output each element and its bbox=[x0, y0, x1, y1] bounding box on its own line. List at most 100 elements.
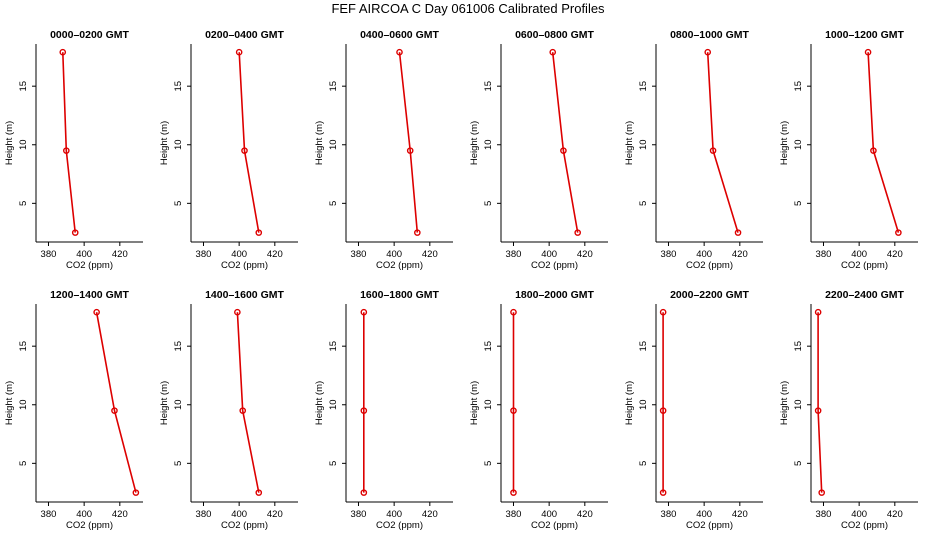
x-tick-label: 420 bbox=[732, 249, 748, 260]
data-point bbox=[360, 407, 368, 414]
data-point bbox=[895, 229, 902, 236]
y-tick-label: 15 bbox=[18, 81, 29, 92]
panel-title: 1600–1800 GMT bbox=[360, 289, 439, 301]
data-point bbox=[255, 229, 263, 236]
x-axis-label: CO2 (ppm) bbox=[531, 260, 578, 271]
series-line bbox=[551, 52, 579, 233]
data-point bbox=[255, 489, 263, 496]
panel-title: 0400–0600 GMT bbox=[360, 29, 439, 41]
y-tick-label: 5 bbox=[483, 461, 494, 466]
panel-9: 1600–1800 GMT 380 400 420 5 10 15 CO2 (ppm) Heig… bbox=[314, 289, 453, 531]
data-point bbox=[574, 229, 581, 236]
panel-title: 1000–1200 GMT bbox=[825, 29, 904, 41]
y-tick-label: 15 bbox=[173, 341, 184, 352]
panel-title: 1200–1400 GMT bbox=[50, 289, 129, 301]
data-point bbox=[864, 48, 872, 56]
x-tick-label: 400 bbox=[851, 509, 867, 520]
y-tick-label: 15 bbox=[638, 341, 649, 352]
series-line bbox=[62, 52, 76, 233]
data-point bbox=[63, 147, 70, 154]
y-tick-label: 5 bbox=[793, 461, 804, 466]
data-point bbox=[510, 308, 517, 316]
y-tick-label: 5 bbox=[328, 201, 339, 206]
y-axis-label: Height (m) bbox=[624, 381, 635, 425]
y-tick-label: 10 bbox=[328, 399, 339, 410]
data-point bbox=[111, 407, 118, 414]
x-tick-label: 420 bbox=[422, 509, 438, 520]
data-point bbox=[93, 308, 100, 316]
x-axis-label: CO2 (ppm) bbox=[686, 260, 733, 271]
y-tick-label: 15 bbox=[328, 341, 339, 352]
y-axis-label: Height (m) bbox=[624, 121, 635, 165]
x-tick-label: 380 bbox=[816, 509, 832, 520]
x-tick-label: 400 bbox=[851, 249, 867, 260]
y-tick-label: 15 bbox=[638, 81, 649, 92]
y-tick-label: 10 bbox=[793, 139, 804, 150]
x-tick-label: 420 bbox=[577, 249, 593, 260]
data-point bbox=[132, 489, 140, 496]
x-tick-label: 420 bbox=[112, 249, 128, 260]
panel-title: 0200–0400 GMT bbox=[205, 29, 284, 41]
data-point bbox=[870, 147, 877, 154]
x-tick-label: 420 bbox=[732, 509, 748, 520]
y-tick-label: 10 bbox=[483, 399, 494, 410]
y-tick-label: 10 bbox=[638, 399, 649, 410]
y-tick-label: 5 bbox=[18, 201, 29, 206]
panel-title: 1400–1600 GMT bbox=[205, 289, 284, 301]
x-axis-label: CO2 (ppm) bbox=[686, 520, 733, 531]
y-tick-label: 15 bbox=[483, 341, 494, 352]
y-axis-label: Height (m) bbox=[4, 381, 15, 425]
series-line bbox=[95, 312, 137, 493]
x-tick-label: 400 bbox=[386, 509, 402, 520]
panel-12: 2200–2400 GMT 380 400 420 5 10 15 CO2 (ppm) Heig… bbox=[779, 289, 918, 531]
x-tick-label: 400 bbox=[76, 509, 92, 520]
series-line bbox=[867, 52, 900, 233]
series-line bbox=[236, 312, 260, 493]
x-axis-label: CO2 (ppm) bbox=[841, 520, 888, 531]
y-axis-label: Height (m) bbox=[779, 381, 790, 425]
x-tick-label: 380 bbox=[41, 249, 57, 260]
x-tick-label: 380 bbox=[196, 509, 212, 520]
y-tick-label: 10 bbox=[483, 139, 494, 150]
data-point bbox=[659, 407, 667, 414]
x-tick-label: 380 bbox=[506, 249, 522, 260]
y-axis-label: Height (m) bbox=[159, 121, 170, 165]
data-point bbox=[659, 489, 667, 496]
panel-7: 1200–1400 GMT 380 400 420 5 10 15 CO2 (ppm) Heig… bbox=[4, 289, 143, 531]
panel-title: 0600–0800 GMT bbox=[515, 29, 594, 41]
y-tick-label: 10 bbox=[18, 399, 29, 410]
figure-title: FEF AIRCOA C Day 061006 Calibrated Profi… bbox=[331, 1, 605, 16]
x-tick-label: 380 bbox=[351, 509, 367, 520]
series-line bbox=[817, 312, 823, 493]
panel-8: 1400–1600 GMT 380 400 420 5 10 15 CO2 (ppm) Heig… bbox=[159, 289, 298, 531]
x-tick-label: 400 bbox=[541, 249, 557, 260]
data-point bbox=[239, 407, 247, 414]
y-tick-label: 10 bbox=[328, 139, 339, 150]
data-point bbox=[549, 48, 557, 56]
x-tick-label: 400 bbox=[76, 249, 92, 260]
panel-6: 1000–1200 GMT 380 400 420 5 10 15 CO2 (ppm) Heig… bbox=[779, 29, 918, 271]
x-tick-label: 420 bbox=[112, 509, 128, 520]
data-point bbox=[235, 48, 243, 56]
y-tick-label: 15 bbox=[328, 81, 339, 92]
y-tick-label: 5 bbox=[173, 461, 184, 466]
x-tick-label: 380 bbox=[506, 509, 522, 520]
y-tick-label: 10 bbox=[638, 139, 649, 150]
panel-1: 0000–0200 GMT 380 400 420 5 10 15 CO2 (ppm) Heig… bbox=[4, 29, 143, 271]
y-tick-label: 5 bbox=[793, 201, 804, 206]
panel-title: 0000–0200 GMT bbox=[50, 29, 129, 41]
y-tick-label: 15 bbox=[18, 341, 29, 352]
x-tick-label: 380 bbox=[196, 249, 212, 260]
y-tick-label: 5 bbox=[173, 201, 184, 206]
y-axis-label: Height (m) bbox=[314, 121, 325, 165]
y-tick-label: 5 bbox=[328, 461, 339, 466]
series-line bbox=[238, 52, 260, 233]
x-axis-label: CO2 (ppm) bbox=[66, 520, 113, 531]
y-tick-label: 10 bbox=[793, 399, 804, 410]
x-axis-label: CO2 (ppm) bbox=[841, 260, 888, 271]
data-point bbox=[659, 308, 667, 316]
x-axis-label: CO2 (ppm) bbox=[531, 520, 578, 531]
y-tick-label: 10 bbox=[18, 139, 29, 150]
data-point bbox=[510, 407, 517, 414]
data-point bbox=[360, 308, 368, 316]
